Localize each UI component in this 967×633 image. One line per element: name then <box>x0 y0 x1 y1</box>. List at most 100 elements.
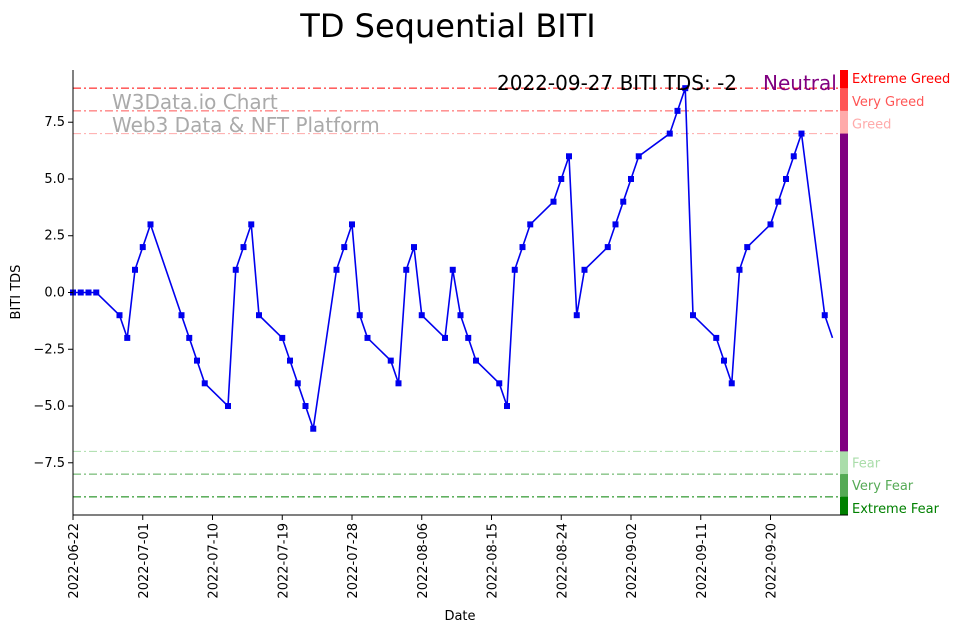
data-point-9 <box>178 312 185 319</box>
data-point-2 <box>85 289 92 296</box>
x-tick-label-4: 2022-07-28 <box>346 523 361 599</box>
data-point-10 <box>186 334 193 341</box>
x-tick-label-1: 2022-07-01 <box>137 523 152 599</box>
threshold-label-2: Greed <box>852 118 891 133</box>
data-point-17 <box>256 312 262 319</box>
y-tick-label-3: 0.0 <box>44 286 65 301</box>
data-point-8 <box>147 221 154 228</box>
data-point-40 <box>511 266 518 273</box>
x-ticks: 2022-06-22 2022-07-01 2022-07-10 2022-07-19… <box>67 515 780 599</box>
data-point-26 <box>356 312 363 319</box>
data-point-15 <box>240 244 247 251</box>
y-tick-label-6: 7.5 <box>44 115 65 130</box>
data-point-16 <box>248 221 255 228</box>
data-point-38 <box>496 380 503 387</box>
data-point-55 <box>682 85 689 92</box>
data-point-13 <box>225 403 231 410</box>
data-point-58 <box>721 357 727 364</box>
data-point-43 <box>550 198 557 205</box>
sentiment-band-1 <box>840 88 848 111</box>
watermark-line-2: Web3 Data & NFT Platform <box>112 113 380 137</box>
data-point-33 <box>442 334 448 341</box>
x-tick-label-5: 2022-08-06 <box>416 523 431 599</box>
data-point-59 <box>728 380 735 387</box>
data-point-29 <box>395 380 402 387</box>
sentiment-band-6 <box>840 496 848 515</box>
data-point-7 <box>139 244 146 251</box>
sentiment-band-0 <box>840 70 848 89</box>
sentiment-band-3 <box>840 133 848 452</box>
data-point-6 <box>132 266 138 273</box>
y-tick-label-2: −2.5 <box>33 342 65 357</box>
data-point-34 <box>449 266 456 273</box>
threshold-label-5: Extreme Fear <box>852 502 940 517</box>
sentiment-band-4 <box>840 451 848 475</box>
threshold-labels: Extreme Greed Very Greed Greed Fear Very Fea… <box>852 72 950 517</box>
threshold-label-3: Fear <box>852 456 881 471</box>
x-tick-label-6: 2022-08-15 <box>486 523 501 599</box>
data-point-35 <box>457 312 464 319</box>
y-tick-label-1: −5.0 <box>33 399 65 414</box>
data-point-48 <box>604 244 611 251</box>
data-point-54 <box>674 107 681 114</box>
data-point-28 <box>387 357 394 364</box>
data-point-42 <box>527 221 534 228</box>
data-point-64 <box>783 175 789 182</box>
data-point-27 <box>364 334 371 341</box>
x-tick-label-8: 2022-09-02 <box>625 523 640 599</box>
data-point-57 <box>713 334 720 341</box>
data-point-66 <box>798 130 805 137</box>
data-point-61 <box>744 244 751 251</box>
threshold-label-1: Very Greed <box>852 95 924 110</box>
threshold-lines <box>73 87 848 498</box>
data-point-56 <box>690 312 696 319</box>
y-tick-label-5: 5.0 <box>44 172 65 187</box>
watermark-line-1: W3Data.io Chart <box>112 90 278 114</box>
data-point-23 <box>333 266 340 273</box>
data-point-32 <box>418 312 425 319</box>
data-point-49 <box>612 221 619 228</box>
status-annotation: Neutral <box>763 71 837 95</box>
data-point-25 <box>349 221 355 228</box>
data-point-67 <box>821 312 828 319</box>
data-point-39 <box>504 403 510 410</box>
x-axis-label: Date <box>444 609 475 624</box>
series-biti-tds <box>70 85 834 432</box>
data-point-60 <box>736 266 743 273</box>
data-point-30 <box>403 266 410 273</box>
data-point-11 <box>194 357 200 364</box>
data-point-44 <box>558 175 565 182</box>
data-point-24 <box>341 244 348 251</box>
chart-title: TD Sequential BITI <box>299 7 595 45</box>
data-point-19 <box>287 357 293 364</box>
data-point-63 <box>775 198 782 205</box>
data-point-12 <box>201 380 208 387</box>
data-point-4 <box>116 312 123 319</box>
data-point-31 <box>411 244 417 251</box>
x-tick-label-0: 2022-06-22 <box>67 523 82 599</box>
data-point-41 <box>519 244 526 251</box>
series-line <box>73 87 834 429</box>
data-point-22 <box>310 425 317 432</box>
data-point-62 <box>767 221 774 228</box>
sentiment-color-bar <box>840 70 848 515</box>
sentiment-band-2 <box>840 110 848 134</box>
x-tick-label-10: 2022-09-20 <box>765 523 780 599</box>
data-point-3 <box>93 289 100 296</box>
threshold-label-0: Extreme Greed <box>852 72 950 87</box>
data-point-47 <box>581 266 588 273</box>
x-tick-label-2: 2022-07-10 <box>207 523 222 599</box>
x-tick-label-9: 2022-09-11 <box>695 523 710 599</box>
data-point-20 <box>294 380 301 387</box>
data-point-51 <box>628 175 634 182</box>
data-point-18 <box>279 334 286 341</box>
data-point-37 <box>473 357 479 364</box>
y-axis-label: BITI TDS <box>9 265 24 320</box>
latest-value-annotation: 2022-09-27 BITI TDS: -2 <box>497 71 737 95</box>
y-tick-label-4: 2.5 <box>44 229 65 244</box>
data-point-14 <box>232 266 239 273</box>
data-point-50 <box>620 198 627 205</box>
data-point-5 <box>124 334 131 341</box>
data-point-45 <box>566 153 572 160</box>
